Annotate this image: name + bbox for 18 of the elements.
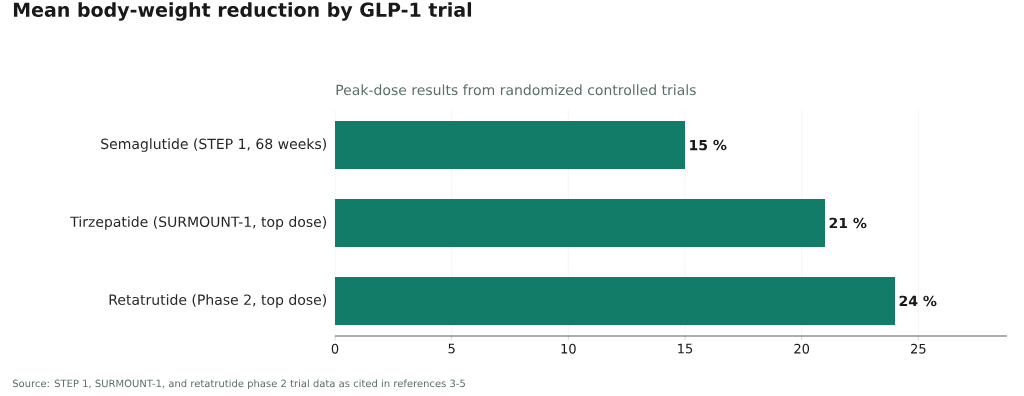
source-note: Source: STEP 1, SURMOUNT-1, and retatrutide phase 2 trial data as cited in references 3-5 xyxy=(12,379,465,390)
x-tick-label: 25 xyxy=(911,343,926,354)
x-tick-label: 10 xyxy=(561,343,576,354)
data-label: 21 % xyxy=(829,217,867,229)
data-label: 24 % xyxy=(899,295,937,307)
bar xyxy=(335,121,686,170)
bar xyxy=(335,199,826,247)
chart-title: Mean body-weight reduction by GLP-1 trial xyxy=(13,2,472,21)
x-tick-label: 20 xyxy=(794,343,810,354)
x-tick-label: 0 xyxy=(331,343,339,354)
chart-subtitle: Peak-dose results from randomized controlled trials xyxy=(336,84,696,96)
y-tick-label: Semaglutide (STEP 1, 68 weeks) xyxy=(101,138,326,152)
y-tick-label: Tirzepatide (SURMOUNT-1, top dose) xyxy=(70,216,327,230)
y-tick-label: Retatrutide (Phase 2, top dose) xyxy=(109,294,326,308)
x-tick-label: 15 xyxy=(678,343,693,354)
data-label: 15 % xyxy=(690,139,727,151)
x-tick-label: 5 xyxy=(448,343,455,354)
bar xyxy=(335,276,896,325)
